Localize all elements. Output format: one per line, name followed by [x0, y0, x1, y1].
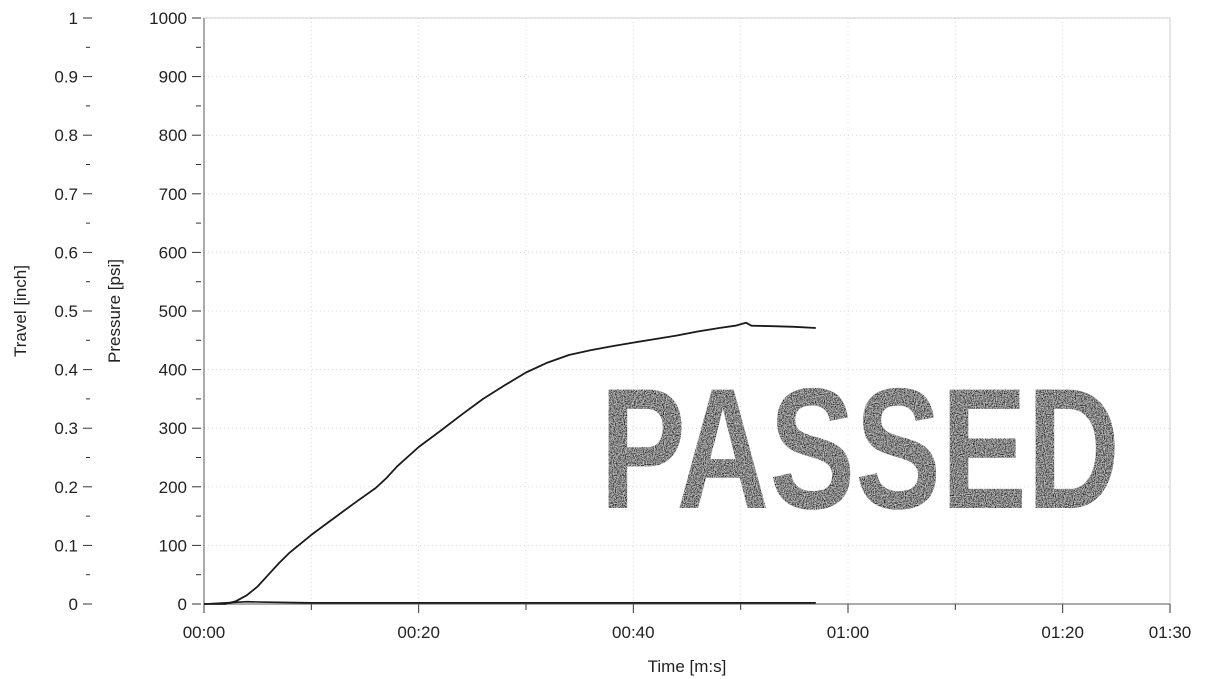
pressure-tick-label: 0 — [178, 595, 187, 614]
pressure-tick-label: 100 — [159, 536, 187, 555]
time-tick-label: 00:20 — [397, 623, 440, 642]
travel-tick-label: 0.1 — [54, 536, 78, 555]
pressure-tick-label: 600 — [159, 243, 187, 262]
pressure-tick-label: 900 — [159, 68, 187, 87]
travel-tick-label: 0.6 — [54, 243, 78, 262]
pressure-tick-label: 500 — [159, 302, 187, 321]
travel-series-line — [203, 600, 816, 605]
pressure-tick-label: 800 — [159, 126, 187, 145]
time-tick-label: 00:40 — [612, 623, 655, 642]
pressure-axis: 0 100 200 300 400 500 600 700 800 900 1000 — [149, 9, 201, 614]
time-axis-label: Time [m:s] — [648, 657, 727, 676]
pressure-tick-label: 300 — [159, 419, 187, 438]
travel-tick-label: 0.7 — [54, 185, 78, 204]
passed-stamp: PASSED — [600, 353, 1120, 545]
pressure-series-line — [204, 321, 816, 605]
time-tick-label: 00:00 — [183, 623, 226, 642]
travel-tick-label: 0.3 — [54, 419, 78, 438]
pressure-axis-label: Pressure [psi] — [105, 259, 124, 363]
travel-tick-label: 0.9 — [54, 68, 78, 87]
travel-tick-label: 0.8 — [54, 126, 78, 145]
pressure-tick-label: 700 — [159, 185, 187, 204]
time-tick-label: 01:20 — [1041, 623, 1084, 642]
travel-tick-label: 1 — [69, 9, 78, 28]
time-tick-label: 01:30 — [1149, 623, 1192, 642]
pressure-tick-label: 1000 — [149, 9, 187, 28]
series-group — [203, 321, 816, 605]
time-tick-label: 01:00 — [827, 623, 870, 642]
travel-axis: 0 0.1 0.2 0.3 0.4 0.5 0.6 0.7 0.8 0.9 1 — [54, 9, 92, 614]
travel-tick-label: 0.4 — [54, 361, 78, 380]
pressure-tick-label: 400 — [159, 361, 187, 380]
travel-axis-label: Travel [inch] — [11, 265, 30, 357]
pressure-tick-label: 200 — [159, 478, 187, 497]
travel-tick-label: 0 — [69, 595, 78, 614]
travel-tick-label: 0.2 — [54, 478, 78, 497]
travel-tick-label: 0.5 — [54, 302, 78, 321]
time-axis: 00:00 00:20 00:40 01:00 01:20 01:30 — [183, 18, 1192, 642]
